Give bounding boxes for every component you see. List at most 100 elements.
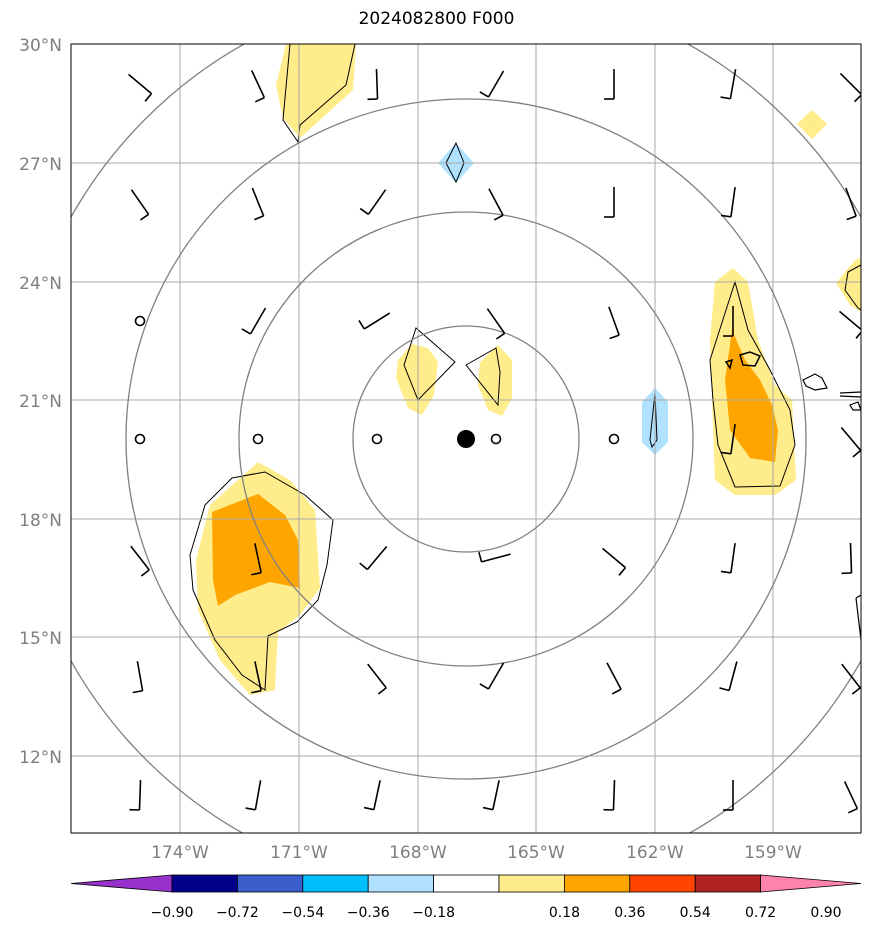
barb-shaft (730, 424, 736, 454)
wind-barb (606, 662, 622, 695)
lat-label: 18°N (19, 511, 62, 531)
barb-shaft (730, 543, 736, 573)
barb-flag (719, 687, 730, 692)
wind-barb (127, 73, 153, 102)
colorbar-tick-label: −0.18 (412, 905, 455, 921)
barb-flag (720, 570, 732, 574)
barb-shaft (138, 779, 142, 811)
calm-circle (252, 433, 264, 445)
barb-shaft (487, 662, 505, 690)
barb-flag (618, 567, 627, 576)
barb-shaft (601, 547, 627, 569)
lat-label: 30°N (19, 36, 62, 56)
wind-barb (488, 188, 504, 221)
barb-flag (363, 806, 375, 811)
lat-label: 12°N (19, 748, 62, 768)
wind-barb (251, 543, 262, 576)
barb-flag (254, 215, 264, 221)
colorbar-tick-label: −0.72 (216, 905, 259, 921)
barb-shaft (367, 189, 387, 215)
barb-shaft (130, 545, 150, 571)
shading-positive-low (478, 345, 512, 416)
barb-flag (493, 214, 504, 221)
barb-flag (140, 569, 150, 577)
wind-barb (479, 662, 505, 690)
barb-shaft (487, 70, 505, 98)
barb-shaft (729, 69, 737, 99)
wind-barb (720, 187, 736, 218)
shading-positive-low (276, 44, 356, 138)
barb-shaft (375, 68, 379, 100)
lat-label: 21°N (19, 392, 62, 412)
lat-label: 15°N (19, 629, 62, 649)
barb-shaft (839, 72, 861, 96)
lat-label: 27°N (19, 155, 62, 175)
wind-barb (367, 68, 379, 101)
barb-shaft (608, 306, 620, 336)
barb-flag (855, 331, 861, 339)
wind-barb (245, 780, 262, 811)
barb-shaft (838, 310, 861, 331)
barb-shaft (488, 188, 504, 216)
wind-barb (478, 552, 511, 563)
barb-shaft (136, 661, 144, 691)
wind-barb (841, 542, 853, 575)
barb-flag (144, 93, 153, 102)
barb-flag (478, 552, 483, 563)
barb-flag (611, 688, 622, 695)
colorbar-swatch (433, 874, 500, 893)
barb-shaft (373, 780, 381, 810)
wind-barb (251, 661, 262, 694)
wind-barb (130, 545, 150, 577)
colorbar-swatch (498, 874, 565, 893)
barb-flag (846, 215, 857, 221)
barb-shaft (254, 780, 262, 810)
barb-shaft (492, 780, 500, 810)
filled-contours (196, 44, 861, 695)
colorbar-tick-label: 0.36 (614, 905, 645, 921)
barb-shaft (130, 189, 150, 215)
lon-label: 159°W (744, 843, 802, 863)
map-frame (70, 43, 862, 834)
colorbar-extend-high (760, 874, 862, 893)
barb-shaft (366, 545, 388, 571)
colorbar: −0.90 −0.72 −0.54 −0.36 −0.18 0.18 0.36 … (70, 874, 862, 921)
lat-label: 24°N (19, 274, 62, 294)
barb-shaft (841, 663, 861, 689)
storm-center-marker (457, 430, 475, 448)
wind-barb (604, 69, 615, 100)
barb-flag (851, 687, 861, 695)
wind-barb (367, 663, 387, 695)
barb-shaft (249, 307, 267, 335)
shading-positive-low (396, 344, 438, 415)
barb-shaft (730, 187, 736, 217)
colorbar-tick-label: 0.54 (680, 905, 711, 921)
wind-barb (838, 310, 861, 339)
latitude-labels: 30°N 27°N 24°N 21°N 18°N 15°N 12°N (19, 36, 62, 768)
barb-flag (720, 451, 732, 455)
wind-barb (250, 70, 266, 103)
colorbar-tick-label: −0.90 (151, 905, 194, 921)
colorbar-swatch (302, 874, 369, 893)
wind-barb (723, 780, 734, 811)
wind-barb (720, 424, 736, 455)
barb-shaft (486, 308, 506, 334)
barb-flag (359, 562, 368, 571)
barb-shaft (612, 779, 616, 811)
wind-barb (130, 189, 150, 221)
barb-flag (358, 320, 365, 330)
wind-barb (720, 69, 737, 100)
wind-barb (601, 547, 627, 576)
barb-flag (847, 807, 858, 814)
wind-barb (129, 779, 142, 811)
colorbar-swatch (694, 874, 762, 893)
barb-shaft (728, 661, 738, 691)
barb-flag (495, 332, 506, 340)
barb-shaft (254, 543, 262, 573)
barb-shaft (843, 781, 859, 809)
barb-shaft (254, 661, 262, 691)
range-ring (125, 98, 807, 780)
barb-flag (852, 449, 861, 458)
shading-positive-mid (725, 330, 778, 462)
barb-shaft (849, 542, 853, 574)
